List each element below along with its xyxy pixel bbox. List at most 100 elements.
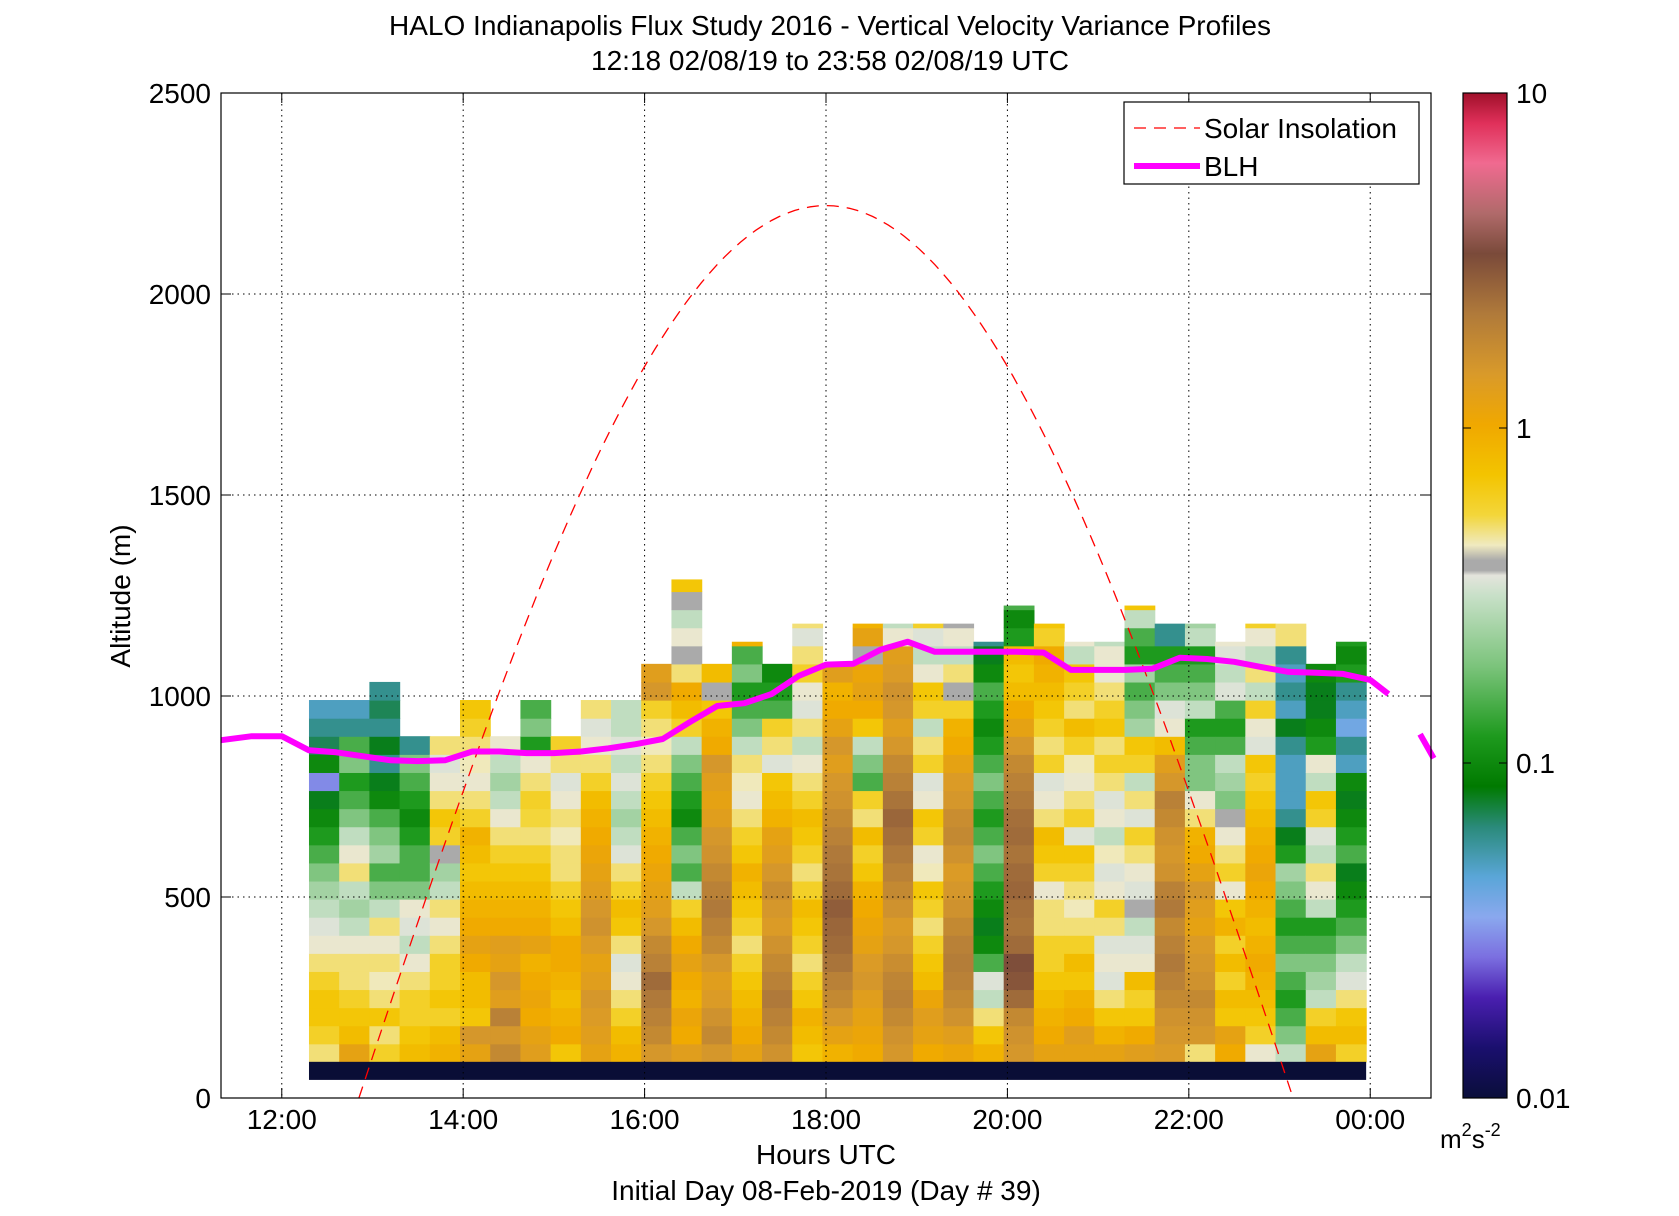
variance-cell	[822, 917, 854, 936]
variance-cell	[943, 1043, 975, 1063]
variance-cell	[1184, 627, 1216, 647]
variance-cell	[550, 899, 582, 918]
variance-cell	[731, 790, 763, 810]
variance-cell	[550, 1007, 582, 1027]
variance-cell	[460, 917, 491, 936]
legend-solar-label: Solar Insolation	[1204, 113, 1397, 144]
variance-cell	[1094, 736, 1126, 755]
variance-cell	[1215, 790, 1246, 810]
variance-cell	[671, 880, 703, 900]
variance-cell	[1064, 718, 1095, 737]
variance-cell	[1033, 899, 1065, 918]
variance-cell	[731, 718, 763, 737]
variance-cell	[490, 862, 522, 882]
variance-cell	[641, 971, 673, 991]
variance-cell	[460, 971, 491, 991]
variance-cell	[882, 808, 914, 828]
variance-cell	[1305, 1043, 1337, 1063]
variance-cell	[1275, 645, 1307, 665]
variance-cell	[792, 1007, 824, 1027]
variance-cell	[308, 917, 340, 936]
variance-cell	[671, 862, 703, 882]
variance-cell	[490, 826, 522, 846]
variance-cell	[882, 790, 914, 810]
variance-cell	[1064, 1007, 1095, 1027]
variance-cell	[1033, 736, 1065, 755]
variance-cell	[822, 754, 854, 773]
variance-cell	[611, 1007, 642, 1027]
variance-cell	[1275, 899, 1307, 918]
variance-cell	[1124, 971, 1156, 991]
variance-cell	[429, 917, 461, 936]
variance-cell	[913, 736, 944, 755]
variance-cell	[913, 1043, 944, 1063]
variance-cell	[339, 953, 370, 972]
variance-cell	[1033, 808, 1065, 828]
variance-cell	[580, 1043, 612, 1063]
variance-cell	[731, 1007, 763, 1027]
variance-cell	[369, 899, 401, 918]
variance-cell	[1033, 844, 1065, 864]
variance-cell	[1245, 645, 1277, 665]
variance-cell	[1335, 772, 1367, 792]
variance-cell	[943, 880, 975, 900]
variance-cell	[369, 826, 401, 846]
variance-cell	[762, 862, 793, 882]
variance-cell	[611, 718, 642, 737]
variance-cell	[1215, 971, 1246, 991]
variance-cell	[490, 935, 522, 954]
variance-cell	[1245, 623, 1277, 629]
variance-cell	[580, 880, 612, 900]
colorbar-ticks: 10 1 0.1 0.01	[1463, 78, 1571, 1114]
variance-cell	[1124, 605, 1156, 611]
variance-cell	[1154, 663, 1186, 683]
variance-cell	[1184, 681, 1216, 701]
variance-cell	[1094, 935, 1126, 954]
variance-cell	[550, 772, 582, 792]
variance-cell	[550, 917, 582, 936]
variance-cell	[943, 935, 975, 954]
variance-cell	[1275, 880, 1307, 900]
variance-cell	[1335, 790, 1367, 810]
variance-cell	[369, 1025, 401, 1045]
variance-cell	[913, 700, 944, 719]
colorbar-unit-mid: s	[1472, 1124, 1485, 1154]
variance-cell	[520, 971, 552, 991]
variance-cell	[1033, 718, 1065, 737]
variance-cell	[1215, 880, 1246, 900]
variance-cell	[308, 754, 340, 773]
variance-cell	[429, 808, 461, 828]
variance-cell	[399, 1025, 431, 1045]
variance-cell	[943, 953, 975, 972]
variance-cell	[731, 772, 763, 792]
variance-cell	[308, 971, 340, 991]
variance-cell	[882, 1043, 914, 1063]
variance-cell	[1275, 917, 1307, 936]
variance-cell	[339, 1025, 370, 1045]
variance-cell	[943, 808, 975, 828]
variance-cell	[308, 862, 340, 882]
variance-cell	[1245, 953, 1277, 972]
variance-cell	[308, 1043, 340, 1063]
variance-cell	[1094, 663, 1126, 683]
variance-cells	[308, 579, 1367, 1063]
variance-cell	[641, 899, 673, 918]
variance-cell	[973, 772, 1005, 792]
variance-cell	[1003, 808, 1035, 828]
variance-cell	[1335, 971, 1367, 991]
variance-cell	[701, 1007, 733, 1027]
variance-cell	[611, 935, 642, 954]
variance-cell	[1275, 627, 1307, 647]
variance-cell	[913, 862, 944, 882]
variance-cell	[973, 899, 1005, 918]
variance-cell	[1094, 953, 1126, 972]
variance-cell	[731, 953, 763, 972]
y-tick-label: 500	[164, 882, 211, 913]
variance-cell	[429, 844, 461, 864]
variance-cell	[943, 718, 975, 737]
variance-cell	[490, 790, 522, 810]
x-axis-sublabel: Initial Day 08-Feb-2019 (Day # 39)	[611, 1175, 1041, 1206]
variance-cell	[399, 790, 431, 810]
variance-cell	[1305, 862, 1337, 882]
variance-cell	[369, 718, 401, 737]
